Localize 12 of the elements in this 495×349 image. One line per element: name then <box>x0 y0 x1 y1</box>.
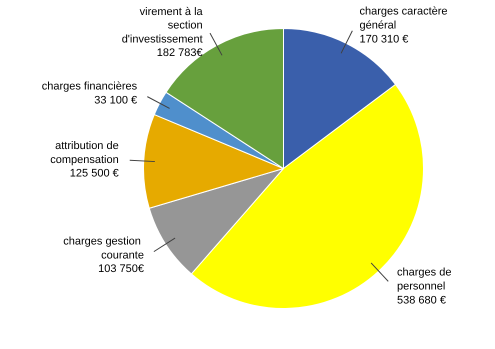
data-label: 538 680 € <box>397 294 446 306</box>
data-label: 182 783€ <box>156 47 203 60</box>
slice-label: virement à la section d'investissement <box>122 6 204 46</box>
slice-label: attribution de compensation <box>50 140 119 166</box>
data-label: 125 500 € <box>70 168 119 180</box>
data-label: 170 310 € <box>359 33 408 46</box>
data-label: 33 100 € <box>94 94 138 106</box>
slice-label: charges de personnel <box>397 266 452 293</box>
slice-label: charges caractère général <box>359 6 448 32</box>
data-label: 103 750€ <box>98 263 144 276</box>
slice-label: charges gestion courante <box>63 236 144 262</box>
slice-label: charges financières <box>42 80 138 92</box>
